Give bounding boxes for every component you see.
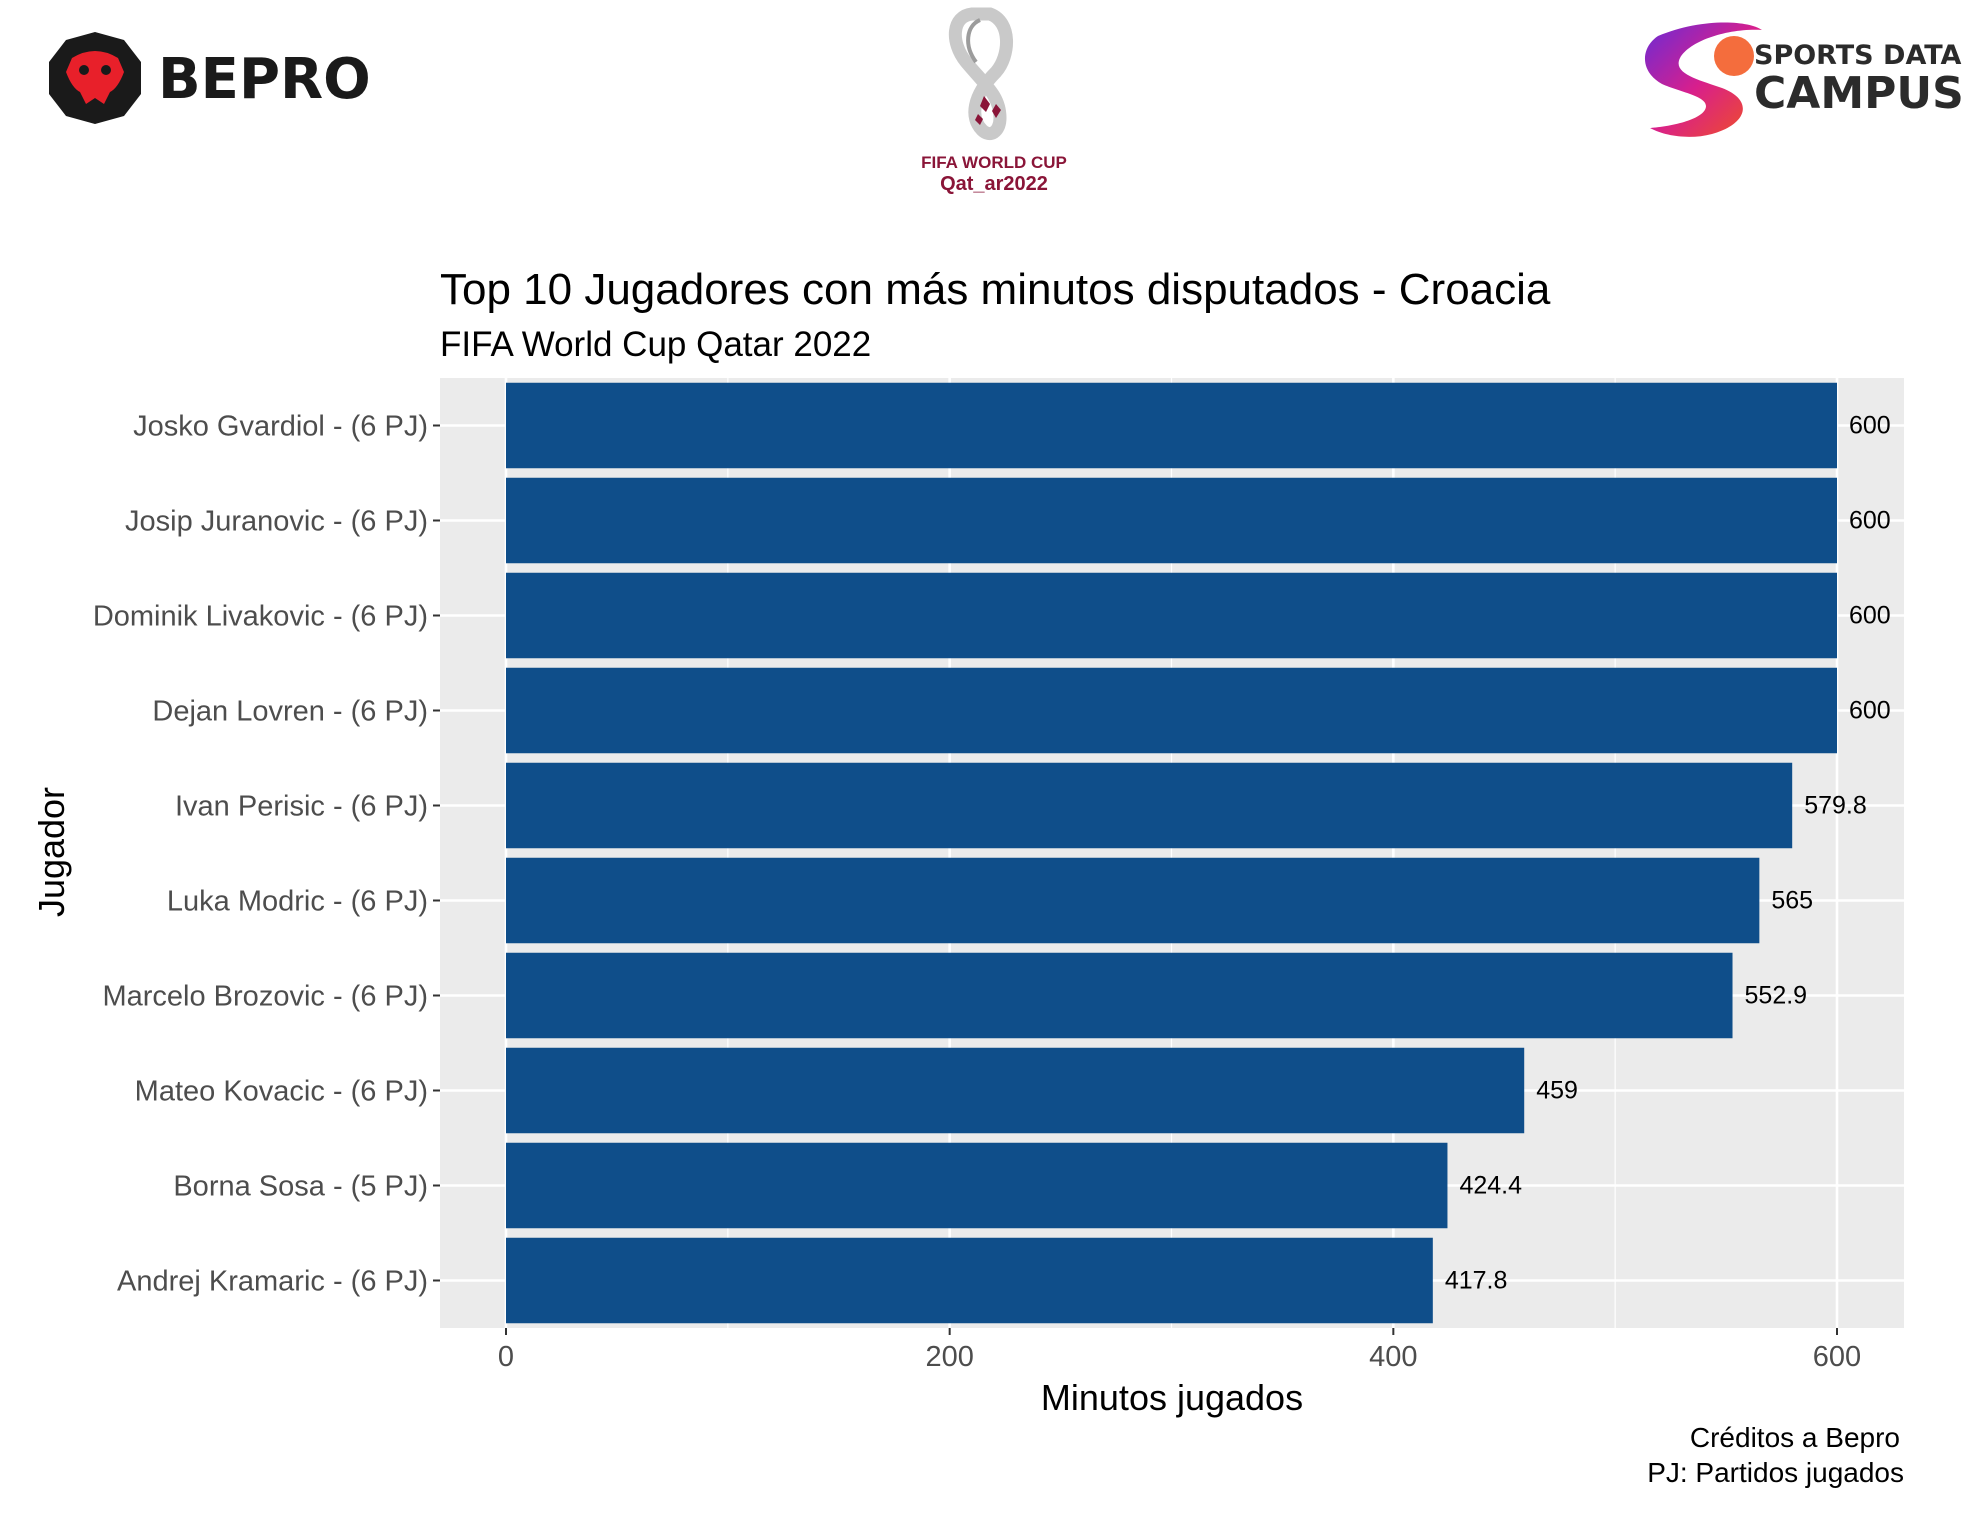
bar: [506, 1237, 1433, 1324]
bepro-logo-text: BEPRO: [158, 47, 371, 112]
chart-title: Top 10 Jugadores con más minutos disputa…: [440, 265, 1551, 314]
y-tick-label: Dejan Lovren - (6 PJ): [152, 696, 428, 728]
data-label: 459: [1536, 1077, 1578, 1105]
bar: [506, 1142, 1448, 1229]
y-tick-label: Ivan Perisic - (6 PJ): [175, 791, 428, 823]
y-tick-label: Dominik Livakovic - (6 PJ): [93, 601, 428, 633]
sdc-logo-line2: CAMPUS: [1754, 68, 1962, 119]
x-axis: 0 200 400 600: [498, 1328, 1861, 1373]
fifa-world-cup-logo: FIFA WORLD CUP Qat_ar2022: [921, 7, 1067, 195]
y-tick-label: Borna Sosa - (5 PJ): [173, 1171, 428, 1203]
data-label: 579.8: [1804, 792, 1867, 820]
bar: [506, 857, 1760, 944]
sports-data-campus-logo: SPORTS DATA CAMPUS: [1644, 22, 1962, 137]
x-tick-label: 0: [498, 1341, 514, 1373]
bar: [506, 667, 1837, 754]
y-tick-label: Josip Juranovic - (6 PJ): [125, 506, 428, 538]
fifa-logo-line2: Qat_ar2022: [940, 173, 1048, 195]
data-labels: 600 600 600 600 579.8 565 552.9 459 424.4 417.8: [1445, 412, 1891, 1295]
data-label: 417.8: [1445, 1267, 1508, 1295]
y-tick-label: Marcelo Brozovic - (6 PJ): [102, 981, 428, 1013]
y-tick-label: Josko Gvardiol - (6 PJ): [133, 411, 428, 443]
bars: [506, 382, 1837, 1324]
data-label: 600: [1849, 697, 1891, 725]
chart-subtitle: FIFA World Cup Qatar 2022: [440, 325, 871, 364]
bepro-eye-left-icon: [79, 65, 89, 75]
bar: [506, 572, 1837, 659]
x-tick-label: 200: [925, 1341, 973, 1373]
sdc-ball-icon: [1714, 36, 1754, 76]
data-label: 600: [1849, 602, 1891, 630]
data-label: 552.9: [1745, 982, 1808, 1010]
bar: [506, 477, 1837, 564]
bepro-lion-face-icon: [66, 51, 124, 104]
bar: [506, 382, 1837, 469]
data-label: 565: [1771, 887, 1813, 915]
sdc-swoosh-icon: [1644, 22, 1762, 137]
fifa-trophy-pattern-icon: [975, 96, 1001, 125]
sdc-logo-line1: SPORTS DATA: [1754, 40, 1962, 71]
fifa-logo-line1: FIFA WORLD CUP: [921, 153, 1067, 172]
bepro-logo: BEPRO: [49, 32, 371, 124]
y-axis-title: Jugador: [31, 787, 72, 917]
data-label: 600: [1849, 412, 1891, 440]
y-tick-label: Mateo Kovacic - (6 PJ): [135, 1076, 428, 1108]
fifa-trophy-icon: [948, 7, 1013, 140]
data-label: 600: [1849, 507, 1891, 535]
bar: [506, 762, 1793, 849]
x-axis-title: Minutos jugados: [1041, 1377, 1303, 1418]
data-label: 424.4: [1459, 1172, 1522, 1200]
x-tick-label: 400: [1369, 1341, 1417, 1373]
bar: [506, 1047, 1525, 1134]
bepro-eye-right-icon: [101, 65, 111, 75]
fifa-trophy-shade-icon: [966, 18, 982, 64]
bar: [506, 952, 1733, 1039]
y-tick-label: Luka Modric - (6 PJ): [167, 886, 428, 918]
x-tick-label: 600: [1813, 1341, 1861, 1373]
y-tick-label: Andrej Kramaric - (6 PJ): [117, 1266, 428, 1298]
caption-credits: Créditos a Bepro: [1690, 1422, 1900, 1453]
y-axis: Josko Gvardiol - (6 PJ) Josip Juranovic -…: [93, 411, 440, 1298]
caption-pj-note: PJ: Partidos jugados: [1647, 1457, 1904, 1488]
